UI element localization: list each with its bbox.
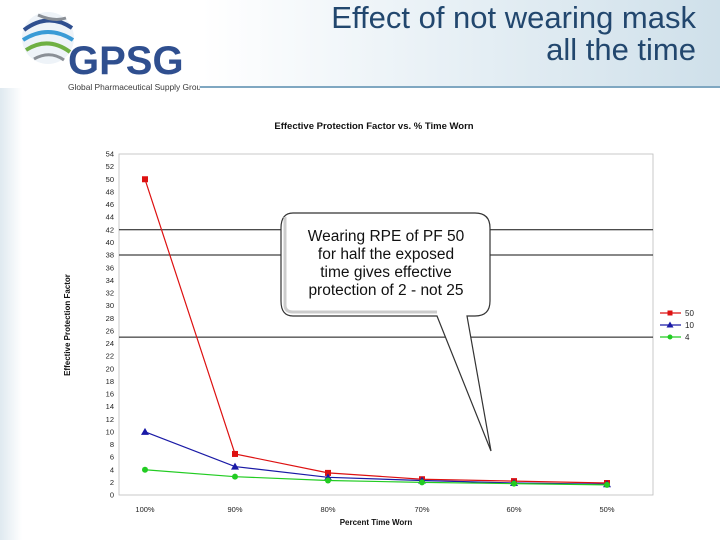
legend-label: 4 — [685, 333, 690, 342]
y-tick-label: 42 — [106, 225, 114, 234]
legend: 50 10 4 — [660, 309, 694, 342]
x-tick-label: 70% — [414, 505, 429, 514]
series-line-50 — [144, 179, 608, 484]
legend-marker — [667, 310, 673, 316]
y-tick-label: 48 — [106, 187, 114, 196]
y-tick-label: 34 — [106, 276, 114, 285]
y-tick-label: 12 — [106, 415, 114, 424]
y-tick-label: 36 — [106, 263, 114, 272]
data-point — [511, 480, 517, 487]
y-tick-label: 18 — [106, 377, 114, 386]
callout-bubble — [280, 212, 492, 452]
y-tick-label: 16 — [106, 390, 114, 399]
slide-title-line2: all the time — [546, 32, 696, 67]
x-tick-label: 90% — [227, 505, 242, 514]
callout-line: protection of 2 - not 25 — [308, 282, 464, 299]
y-tick-label: 26 — [106, 326, 114, 335]
data-point — [325, 469, 331, 476]
y-tick-label: 50 — [106, 175, 114, 184]
x-tick-label: 60% — [506, 505, 521, 514]
gpsg-logo: GPSG Global Pharmaceutical Supply Group — [21, 12, 200, 92]
data-point — [419, 479, 425, 486]
header-divider — [200, 86, 720, 88]
data-point — [141, 427, 149, 435]
y-tick-label: 52 — [106, 162, 114, 171]
y-tick-label: 38 — [106, 251, 114, 260]
series-line-4 — [144, 469, 608, 486]
y-tick-label: 0 — [110, 491, 114, 500]
left-stripe — [0, 88, 22, 540]
y-tick-label: 4 — [110, 465, 114, 474]
y-tick-label: 20 — [106, 364, 114, 373]
y-tick-label: 44 — [106, 213, 114, 222]
callout-line: for half the exposed — [317, 246, 455, 263]
data-point — [325, 477, 331, 484]
globe-icon — [21, 12, 75, 64]
y-tick-label: 28 — [106, 314, 114, 323]
x-tick-label: 50% — [599, 505, 614, 514]
legend-label: 50 — [685, 309, 694, 318]
data-point — [232, 473, 238, 480]
y-tick-label: 8 — [110, 440, 114, 449]
y-tick-label: 22 — [106, 352, 114, 361]
x-axis-label: Percent Time Worn — [340, 518, 413, 527]
callout-line: time gives effective — [320, 264, 452, 281]
x-tick-label: 80% — [320, 505, 335, 514]
y-tick-label: 2 — [110, 478, 114, 487]
plot-frame — [118, 153, 654, 496]
y-tick-label: 24 — [106, 339, 114, 348]
data-point — [142, 176, 148, 183]
legend-marker — [667, 334, 673, 340]
slide-title: Effect of not wearing mask all the time — [226, 2, 696, 66]
y-axis-label: Effective Protection Factor — [63, 274, 72, 376]
series-line-10 — [144, 431, 608, 485]
y-tick-label: 46 — [106, 200, 114, 209]
data-point — [142, 466, 148, 473]
y-tick-label: 14 — [106, 402, 114, 411]
callout-line: Wearing RPE of PF 50 — [307, 228, 465, 245]
data-point — [232, 450, 238, 457]
legend-label: 10 — [685, 321, 694, 330]
slide-title-line1: Effect of not wearing mask — [331, 0, 696, 35]
legend-marker — [666, 321, 674, 328]
x-tick-label: 100% — [135, 505, 155, 514]
data-point — [231, 462, 239, 470]
y-tick-label: 30 — [106, 301, 114, 310]
y-tick-label: 6 — [110, 453, 114, 462]
logo-subtitle: Global Pharmaceutical Supply Group — [68, 82, 200, 92]
y-tick-label: 40 — [106, 238, 114, 247]
callout-text: Wearing RPE of PF 50 for half the expose… — [283, 228, 489, 300]
y-tick-label: 10 — [106, 427, 114, 436]
y-tick-label: 32 — [106, 289, 114, 298]
header-band — [0, 0, 720, 88]
logo-wordmark: GPSG — [68, 39, 184, 83]
data-point — [604, 481, 610, 488]
chart-title: Effective Protection Factor vs. % Time W… — [274, 121, 473, 132]
y-tick-label: 54 — [106, 150, 114, 159]
